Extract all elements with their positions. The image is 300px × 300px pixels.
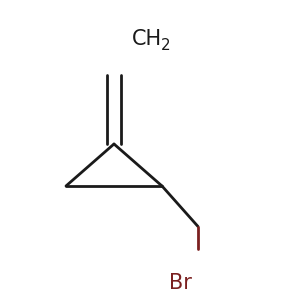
Text: 2: 2: [160, 38, 170, 53]
Text: Br: Br: [169, 273, 191, 293]
Text: CH: CH: [132, 29, 162, 49]
